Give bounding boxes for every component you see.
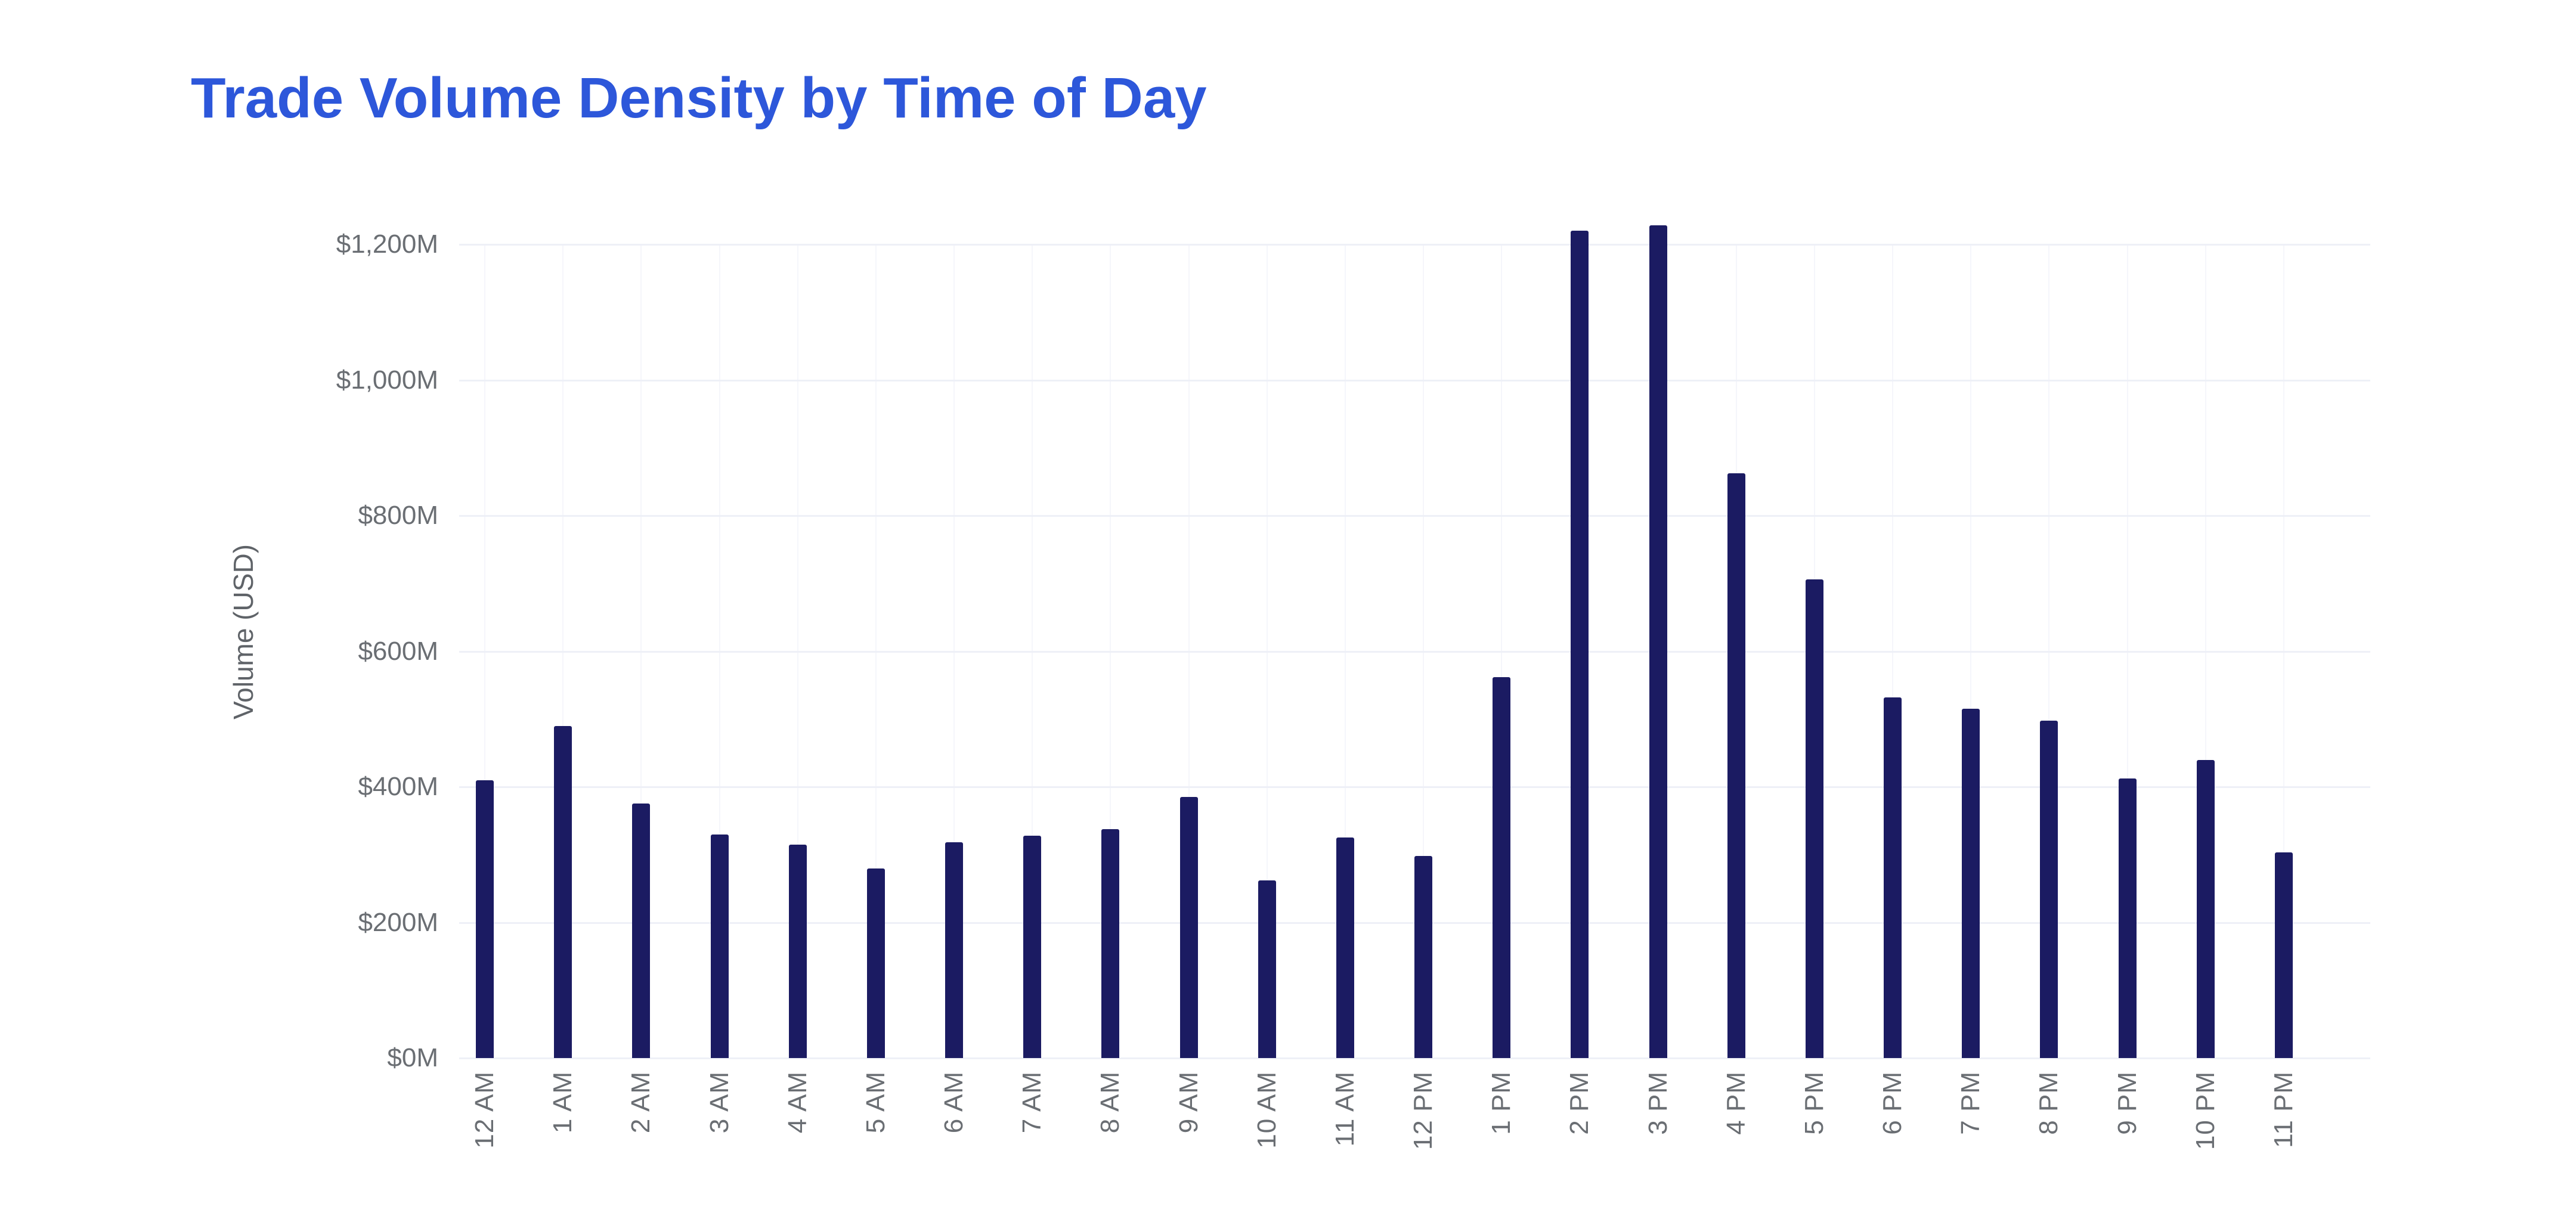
y-tick-label: $0M (387, 1043, 438, 1072)
bar (632, 804, 651, 1058)
x-tick-label: 2 PM (1565, 1071, 1594, 1135)
x-tick-label: 2 AM (626, 1071, 656, 1134)
bar (2274, 852, 2293, 1058)
x-tick-label: 8 AM (1095, 1071, 1125, 1134)
x-tick-label: 3 PM (1643, 1071, 1673, 1135)
x-tick-anchor: 8 AM (1095, 1071, 1125, 1136)
y-tick-label: $200M (358, 907, 438, 937)
x-tick-label: 5 AM (860, 1071, 890, 1134)
bar (2118, 778, 2137, 1058)
x-tick-anchor: 3 AM (705, 1071, 735, 1136)
x-tick-anchor: 1 PM (1487, 1071, 1516, 1138)
bar (1493, 677, 1511, 1058)
x-tick-anchor: 5 PM (1800, 1071, 1829, 1138)
x-tick-label: 1 PM (1487, 1071, 1516, 1135)
bar (710, 834, 729, 1058)
x-tick-label: 9 PM (2112, 1071, 2142, 1135)
bar (1649, 225, 1667, 1058)
y-tick-label: $600M (358, 636, 438, 666)
x-tick-label: 1 AM (548, 1071, 578, 1134)
x-tick-label: 7 AM (1017, 1071, 1047, 1134)
x-tick-anchor: 11 AM (1330, 1071, 1360, 1149)
bar (2196, 759, 2215, 1058)
bar (1727, 473, 1745, 1058)
x-tick-label: 11 AM (1330, 1071, 1360, 1147)
bar (1101, 829, 1120, 1058)
y-tick-label: $400M (358, 772, 438, 801)
bar (476, 780, 494, 1058)
x-tick-anchor: 3 PM (1643, 1071, 1673, 1138)
x-tick-label: 12 PM (1408, 1071, 1438, 1150)
x-tick-anchor: 2 PM (1565, 1071, 1594, 1138)
bar (1571, 231, 1589, 1058)
x-tick-label: 9 AM (1174, 1071, 1203, 1134)
bar (866, 868, 885, 1058)
x-tick-anchor: 7 AM (1017, 1071, 1047, 1136)
y-tick-label: $800M (358, 501, 438, 530)
x-tick-anchor: 12 PM (1408, 1071, 1438, 1153)
x-tick-label: 12 AM (470, 1071, 499, 1149)
x-tick-label: 7 PM (1956, 1071, 1986, 1135)
gridline (459, 244, 2370, 246)
bar (1884, 697, 1902, 1058)
gridline (459, 515, 2370, 517)
gridline (459, 1057, 2370, 1059)
bar (554, 725, 572, 1058)
x-tick-anchor: 9 AM (1174, 1071, 1204, 1136)
x-tick-label: 8 PM (2034, 1071, 2064, 1135)
x-tick-label: 3 AM (704, 1071, 734, 1134)
bar (1805, 579, 1823, 1058)
x-tick-label: 6 PM (1878, 1071, 1908, 1135)
x-tick-anchor: 2 AM (626, 1071, 656, 1136)
y-tick-label: $1,200M (336, 229, 438, 259)
x-tick-anchor: 11 PM (2269, 1071, 2299, 1151)
x-tick-anchor: 6 PM (1878, 1071, 1908, 1138)
gridline (459, 650, 2370, 653)
x-tick-anchor: 1 AM (548, 1071, 578, 1136)
x-tick-anchor: 6 AM (939, 1071, 969, 1136)
x-tick-anchor: 7 PM (1956, 1071, 1986, 1138)
bar (1179, 797, 1198, 1058)
chart-title: Trade Volume Density by Time of Day (191, 66, 1207, 130)
x-tick-label: 10 PM (2190, 1071, 2220, 1150)
gridline (459, 786, 2370, 788)
x-tick-anchor: 10 PM (2191, 1071, 2221, 1153)
x-tick-anchor: 5 AM (861, 1071, 891, 1136)
x-tick-anchor: 4 PM (1722, 1071, 1751, 1138)
bar (1258, 880, 1276, 1058)
bar (1414, 856, 1433, 1058)
x-tick-anchor: 8 PM (2034, 1071, 2064, 1138)
bar (945, 842, 964, 1058)
x-tick-label: 10 AM (1252, 1071, 1281, 1149)
x-tick-label: 5 PM (1799, 1071, 1829, 1135)
x-tick-label: 6 AM (939, 1071, 969, 1134)
bar (2040, 720, 2058, 1058)
x-tick-anchor: 4 AM (783, 1071, 813, 1136)
bar (1962, 709, 1980, 1058)
x-tick-label: 11 PM (2268, 1071, 2298, 1148)
gridline (459, 379, 2370, 381)
x-tick-anchor: 12 AM (470, 1071, 500, 1152)
bar (788, 844, 807, 1058)
x-tick-label: 4 PM (1721, 1071, 1751, 1135)
x-tick-label: 4 AM (782, 1071, 812, 1134)
bar (1336, 837, 1354, 1058)
x-tick-anchor: 9 PM (2113, 1071, 2142, 1138)
x-tick-anchor: 10 AM (1252, 1071, 1282, 1152)
y-tick-label: $1,000M (336, 365, 438, 395)
bar (1023, 835, 1042, 1058)
